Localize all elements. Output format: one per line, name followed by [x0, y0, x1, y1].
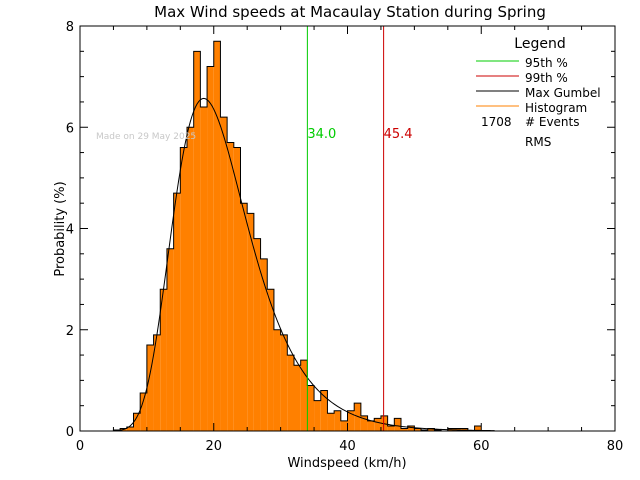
- y-tick-label: 8: [66, 20, 74, 35]
- histogram: [112, 40, 482, 432]
- y-tick-label: 0: [66, 425, 74, 440]
- histogram-bar: [294, 365, 301, 431]
- legend-label-95: 95th %: [525, 56, 568, 70]
- histogram-bar: [374, 418, 381, 431]
- histogram-bar: [407, 425, 415, 431]
- histogram-bar: [260, 258, 268, 431]
- histogram-bar: [354, 403, 361, 431]
- histogram-bar: [360, 415, 368, 431]
- histogram-bar: [421, 429, 428, 431]
- percentile-lines: [306, 26, 385, 431]
- y-tick-label: 4: [66, 223, 74, 238]
- legend: Legend 95th % 99th % Max Gumbel Histogra…: [476, 36, 601, 149]
- histogram-bar: [140, 393, 147, 431]
- histogram-bar: [166, 248, 174, 431]
- histogram-bar: [394, 418, 401, 431]
- legend-label-99: 99th %: [525, 71, 568, 85]
- y-tick-label: 6: [66, 121, 74, 136]
- legend-rms-label: RMS: [525, 135, 551, 149]
- histogram-bar: [180, 147, 187, 431]
- histogram-bar: [387, 425, 395, 431]
- legend-title: Legend: [514, 36, 565, 52]
- histogram-bar: [133, 413, 141, 431]
- histogram-bar: [287, 355, 294, 431]
- x-tick-label: 60: [473, 439, 490, 454]
- histogram-bar: [414, 428, 422, 431]
- histogram-bar: [160, 289, 167, 431]
- histogram-bar: [300, 360, 308, 431]
- histogram-bar: [474, 425, 482, 431]
- y-tick-label: 2: [66, 324, 74, 339]
- histogram-bar: [314, 400, 321, 431]
- histogram-bar: [173, 193, 181, 431]
- histogram-bar: [367, 420, 375, 431]
- y-axis-label: Probability (%): [53, 181, 68, 276]
- histogram-bar: [220, 117, 228, 431]
- histogram-bar: [240, 203, 248, 431]
- x-tick-label: 0: [76, 439, 84, 454]
- histogram-bar: [340, 420, 348, 431]
- axis-ticks: 0 20 40 60 80 0 2 4 6 8: [66, 20, 624, 454]
- chart-title: Max Wind speeds at Macaulay Station duri…: [154, 3, 546, 21]
- histogram-bar: [273, 329, 281, 431]
- histogram-bar: [334, 410, 341, 431]
- histogram-bar: [327, 413, 335, 431]
- histogram-bar: [153, 334, 161, 431]
- gumbel-curve: [113, 97, 495, 432]
- histogram-bar: [401, 428, 408, 431]
- histogram-bar: [320, 390, 328, 431]
- percentile-99-label: 45.4: [384, 127, 413, 142]
- x-tick-label: 40: [339, 439, 356, 454]
- histogram-bar: [200, 107, 208, 431]
- histogram-outline: [112, 40, 482, 432]
- gumbel-fit: [113, 97, 495, 432]
- histogram-bar: [207, 66, 214, 431]
- histogram-bar: [233, 147, 241, 431]
- histogram-bar: [193, 51, 201, 431]
- legend-label-histogram: Histogram: [525, 101, 587, 115]
- histogram-bar: [347, 410, 355, 431]
- histogram-bar: [253, 238, 261, 431]
- legend-label-gumbel: Max Gumbel: [525, 86, 601, 100]
- histogram-bar: [146, 344, 154, 431]
- histogram-bar: [307, 385, 315, 431]
- histogram-bar: [187, 127, 194, 431]
- x-axis-label: Windspeed (km/h): [287, 456, 406, 471]
- histogram-bar: [247, 213, 254, 431]
- x-tick-label: 20: [205, 439, 222, 454]
- histogram-bar: [126, 426, 134, 431]
- histogram-bar: [434, 429, 442, 431]
- percentile-95-label: 34.0: [307, 127, 336, 142]
- histogram-bar: [280, 334, 288, 431]
- x-tick-label: 80: [607, 439, 624, 454]
- legend-events-label: # Events: [525, 115, 580, 129]
- legend-events-count: 1708: [481, 115, 512, 129]
- histogram-bar: [227, 142, 234, 431]
- histogram-bar: [427, 428, 435, 431]
- histogram-bar: [213, 41, 221, 431]
- watermark-text: Made on 29 May 2025: [96, 132, 196, 142]
- histogram-bar: [267, 289, 274, 431]
